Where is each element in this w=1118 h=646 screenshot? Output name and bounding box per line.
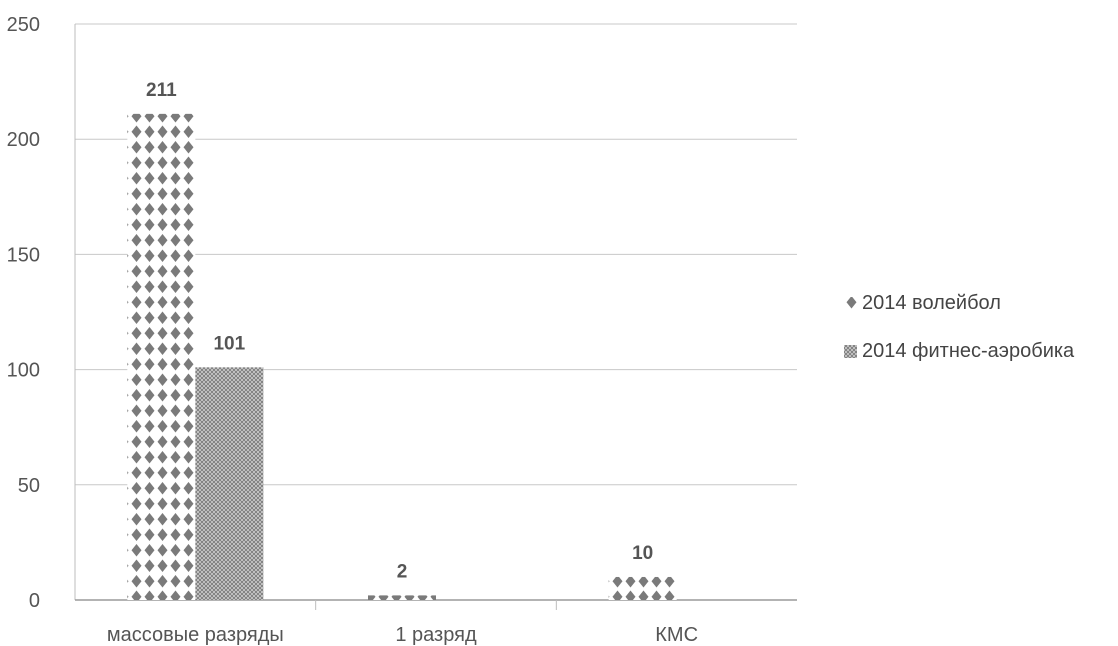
legend-label: 2014 волейбол: [862, 292, 1001, 314]
data-label: 10: [632, 543, 653, 564]
data-label: 2: [397, 561, 408, 582]
data-labels: 211 101 2 10: [146, 80, 653, 583]
bar-fitness-aerobics: [195, 367, 264, 600]
data-label: 211: [146, 80, 177, 101]
legend-swatch: [844, 297, 857, 310]
legend-label: 2014 фитнес-аэробика: [862, 340, 1075, 362]
y-tick-label: 250: [7, 14, 40, 36]
axes: 0 50 100 150 200 250 массовые разряды 1 разряд К…: [7, 14, 797, 646]
x-category-label: массовые разряды: [107, 624, 284, 646]
legend-swatch: [844, 345, 857, 358]
y-tick-label: 100: [7, 360, 40, 382]
y-tick-label: 0: [29, 590, 40, 612]
bar-volleyball: [127, 113, 196, 600]
data-label: 101: [213, 333, 245, 354]
bar-volleyball: [608, 576, 677, 600]
legend: 2014 волейбол 2014 фитнес-аэробика: [844, 292, 1075, 362]
y-tick-label: 150: [7, 244, 40, 266]
bar-volleyball: [368, 595, 436, 600]
y-tick-label: 200: [7, 129, 40, 151]
y-tick-label: 50: [18, 475, 40, 497]
x-category-label: КМС: [655, 624, 698, 646]
bars: [127, 113, 677, 600]
x-category-label: 1 разряд: [395, 624, 477, 646]
